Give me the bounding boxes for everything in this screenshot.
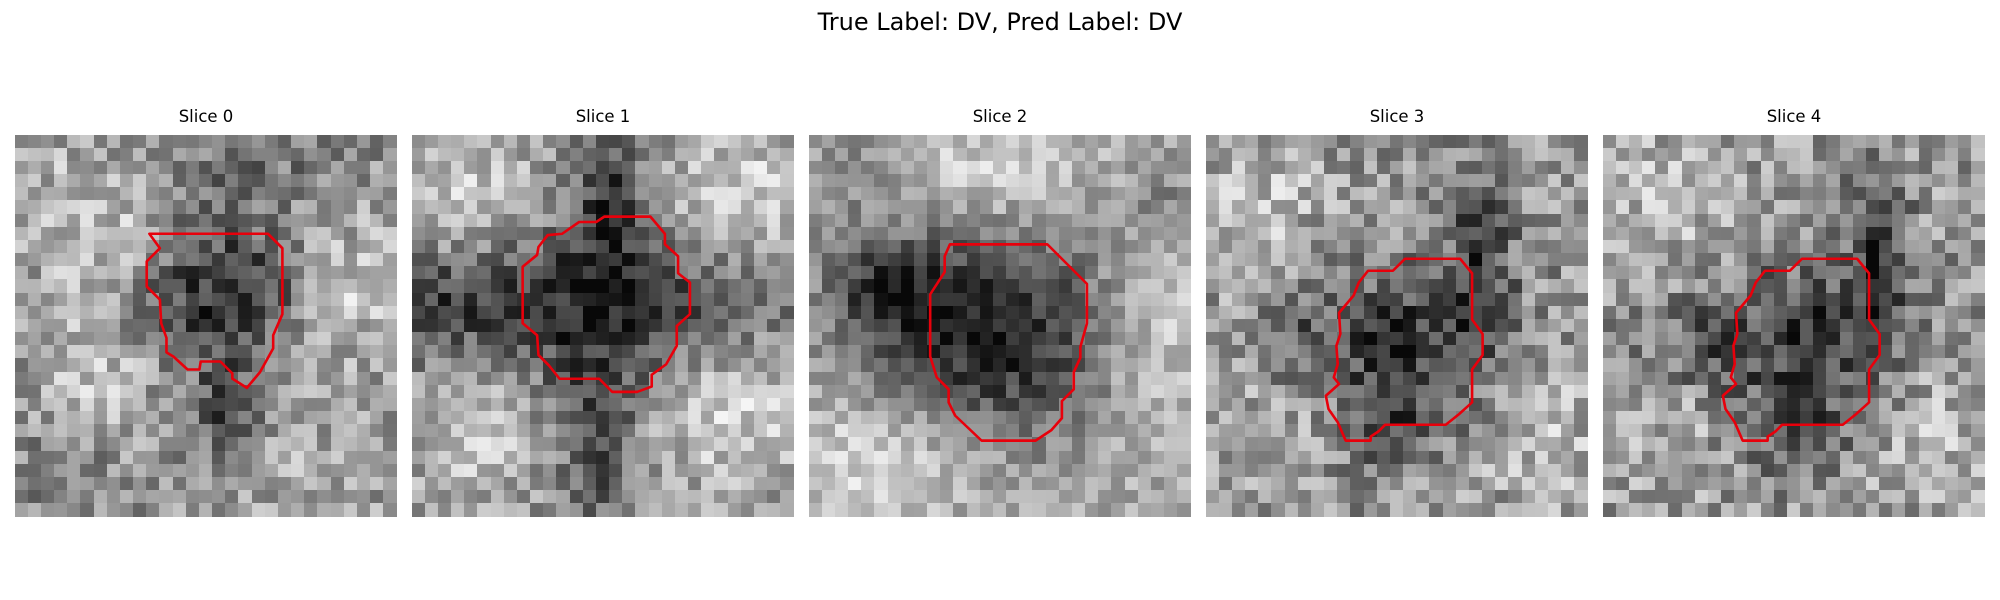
slice-panel-4: Slice 4 bbox=[1603, 107, 1985, 517]
slice-title-1: Slice 1 bbox=[575, 107, 631, 126]
slice-image-0 bbox=[15, 135, 397, 517]
slice-image-1 bbox=[412, 135, 794, 517]
slice-image-2 bbox=[809, 135, 1191, 517]
slice-panel-0: Slice 0 bbox=[15, 107, 397, 517]
figure-title: True Label: DV, Pred Label: DV bbox=[817, 8, 1183, 36]
slice-image-4 bbox=[1603, 135, 1985, 517]
slice-panel-2: Slice 2 bbox=[809, 107, 1191, 517]
slice-title-0: Slice 0 bbox=[178, 107, 234, 126]
slice-title-2: Slice 2 bbox=[972, 107, 1028, 126]
slice-image-3 bbox=[1206, 135, 1588, 517]
slice-panel-3: Slice 3 bbox=[1206, 107, 1588, 517]
slice-panel-1: Slice 1 bbox=[412, 107, 794, 517]
slice-title-3: Slice 3 bbox=[1369, 107, 1425, 126]
slice-title-4: Slice 4 bbox=[1766, 107, 1822, 126]
